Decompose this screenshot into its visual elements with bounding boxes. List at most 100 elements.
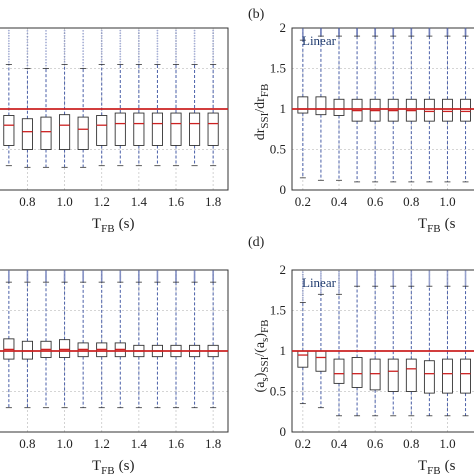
- outlier-point-d: [338, 272, 340, 275]
- outlier-point-d: [338, 270, 340, 273]
- box-a: [77, 116, 89, 150]
- xlabel-d-sub: FB: [427, 465, 440, 474]
- outlier-point-b: [374, 27, 377, 30]
- outlier-point-a: [63, 34, 66, 37]
- xlabel-c: TFB (s): [92, 458, 134, 474]
- outlier-point-a: [193, 45, 196, 48]
- outlier-point-d: [320, 281, 322, 284]
- outlier-point-a: [175, 60, 177, 63]
- outlier-point-a: [119, 32, 122, 35]
- outlier-point-a: [137, 32, 140, 35]
- outlier-point-b: [356, 27, 358, 30]
- outlier-point-a: [45, 56, 47, 58]
- xlabel-a-main: T: [92, 216, 101, 232]
- box-a: [21, 118, 33, 150]
- box-d: [442, 358, 453, 394]
- outlier-point-c: [26, 269, 29, 272]
- outlier-point-d: [338, 286, 340, 289]
- outlier-point-a: [175, 58, 177, 61]
- outlier-point-d: [374, 270, 377, 273]
- outlier-point-d: [301, 296, 304, 299]
- outlier-point-d: [301, 282, 304, 285]
- box-a: [59, 114, 71, 150]
- xtick-label-b: 0.4: [331, 194, 348, 209]
- outlier-point-a: [156, 60, 159, 63]
- ytick-label-d: 2: [280, 262, 287, 277]
- xtick-label-a: 1.2: [94, 194, 110, 209]
- outlier-point-a: [63, 53, 66, 55]
- outlier-point-a: [26, 47, 29, 50]
- outlier-point-a: [137, 58, 140, 61]
- outlier-point-a: [137, 47, 140, 50]
- xtick-label-c: 1.6: [168, 436, 185, 451]
- outlier-point-c: [156, 269, 159, 272]
- outlier-point-a: [193, 53, 196, 55]
- outlier-point-a: [156, 47, 159, 50]
- outlier-point-a: [193, 34, 196, 37]
- ylabel-d-sub1: s: [259, 377, 271, 381]
- outlier-point-d: [301, 299, 304, 301]
- outlier-point-a: [63, 58, 66, 61]
- outlier-point-a: [45, 32, 47, 35]
- outlier-point-a: [156, 42, 159, 45]
- outlier-point-a: [82, 58, 85, 61]
- outlier-point-a: [26, 44, 29, 47]
- xlabel-a-unit: (s): [119, 216, 135, 232]
- outlier-point-a: [119, 58, 122, 61]
- xtick-label-b: 0.2: [295, 194, 311, 209]
- ylabel-d-main: (a: [253, 381, 268, 393]
- xlabel-c-unit: (s): [119, 458, 135, 474]
- outlier-point-a: [119, 53, 122, 55]
- outlier-point-d: [320, 277, 322, 280]
- outlier-point-d: [446, 270, 449, 273]
- ylabel-d-sub3: s: [259, 338, 271, 342]
- xtick-label-b: 0.6: [367, 194, 384, 209]
- xtick-label-c: 1.4: [131, 436, 148, 451]
- ylabel-d-sub2: SSI: [259, 356, 271, 372]
- outlier-point-c: [82, 269, 85, 272]
- outlier-point-a: [63, 47, 66, 50]
- outlier-point-d: [320, 288, 322, 290]
- outlier-point-a: [100, 58, 103, 61]
- outlier-point-a: [175, 55, 177, 58]
- outlier-point-a: [212, 32, 215, 35]
- outlier-point-a: [7, 45, 10, 48]
- outlier-point-a: [100, 60, 103, 63]
- outlier-point-d: [301, 285, 304, 288]
- outlier-point-a: [193, 50, 196, 53]
- mode-label-d: Linear: [302, 275, 337, 290]
- outlier-point-a: [193, 58, 196, 61]
- box-d: [297, 350, 309, 368]
- xlabel-d: TFB (s: [418, 458, 456, 474]
- box-a: [3, 115, 15, 146]
- outlier-point-a: [175, 45, 177, 48]
- xtick-label-d: 0.8: [403, 436, 419, 451]
- outlier-point-a: [119, 34, 122, 37]
- outlier-point-a: [137, 60, 140, 63]
- outlier-point-d: [301, 271, 304, 274]
- outlier-point-a: [193, 40, 196, 42]
- ylabel-d: (as)SSI/(as)FB: [253, 320, 271, 393]
- outlier-point-a: [26, 35, 29, 38]
- ylabel-b-sub1: SSI: [259, 112, 271, 128]
- outlier-point-a: [26, 38, 29, 41]
- outlier-point-d: [320, 286, 322, 289]
- ylabel-b-sub2: FB: [259, 84, 271, 97]
- outlier-point-d: [320, 270, 322, 273]
- outlier-point-a: [212, 40, 215, 42]
- outlier-point-a: [212, 50, 215, 53]
- xtick-label-a: 0.8: [19, 194, 35, 209]
- xtick-label-a: 1.0: [56, 194, 72, 209]
- box-b: [423, 98, 435, 122]
- outlier-point-a: [7, 53, 10, 55]
- outlier-point-a: [82, 56, 85, 58]
- box-d: [333, 358, 345, 384]
- outlier-point-c: [193, 269, 196, 272]
- outlier-point-d: [301, 280, 304, 283]
- ytick-label-b: 1: [280, 101, 287, 116]
- ylabel-b-main: dr: [253, 128, 268, 140]
- xlabel-d-unit: (s: [445, 458, 456, 474]
- xtick-label-d: 1.0: [439, 436, 455, 451]
- box-d: [423, 360, 435, 394]
